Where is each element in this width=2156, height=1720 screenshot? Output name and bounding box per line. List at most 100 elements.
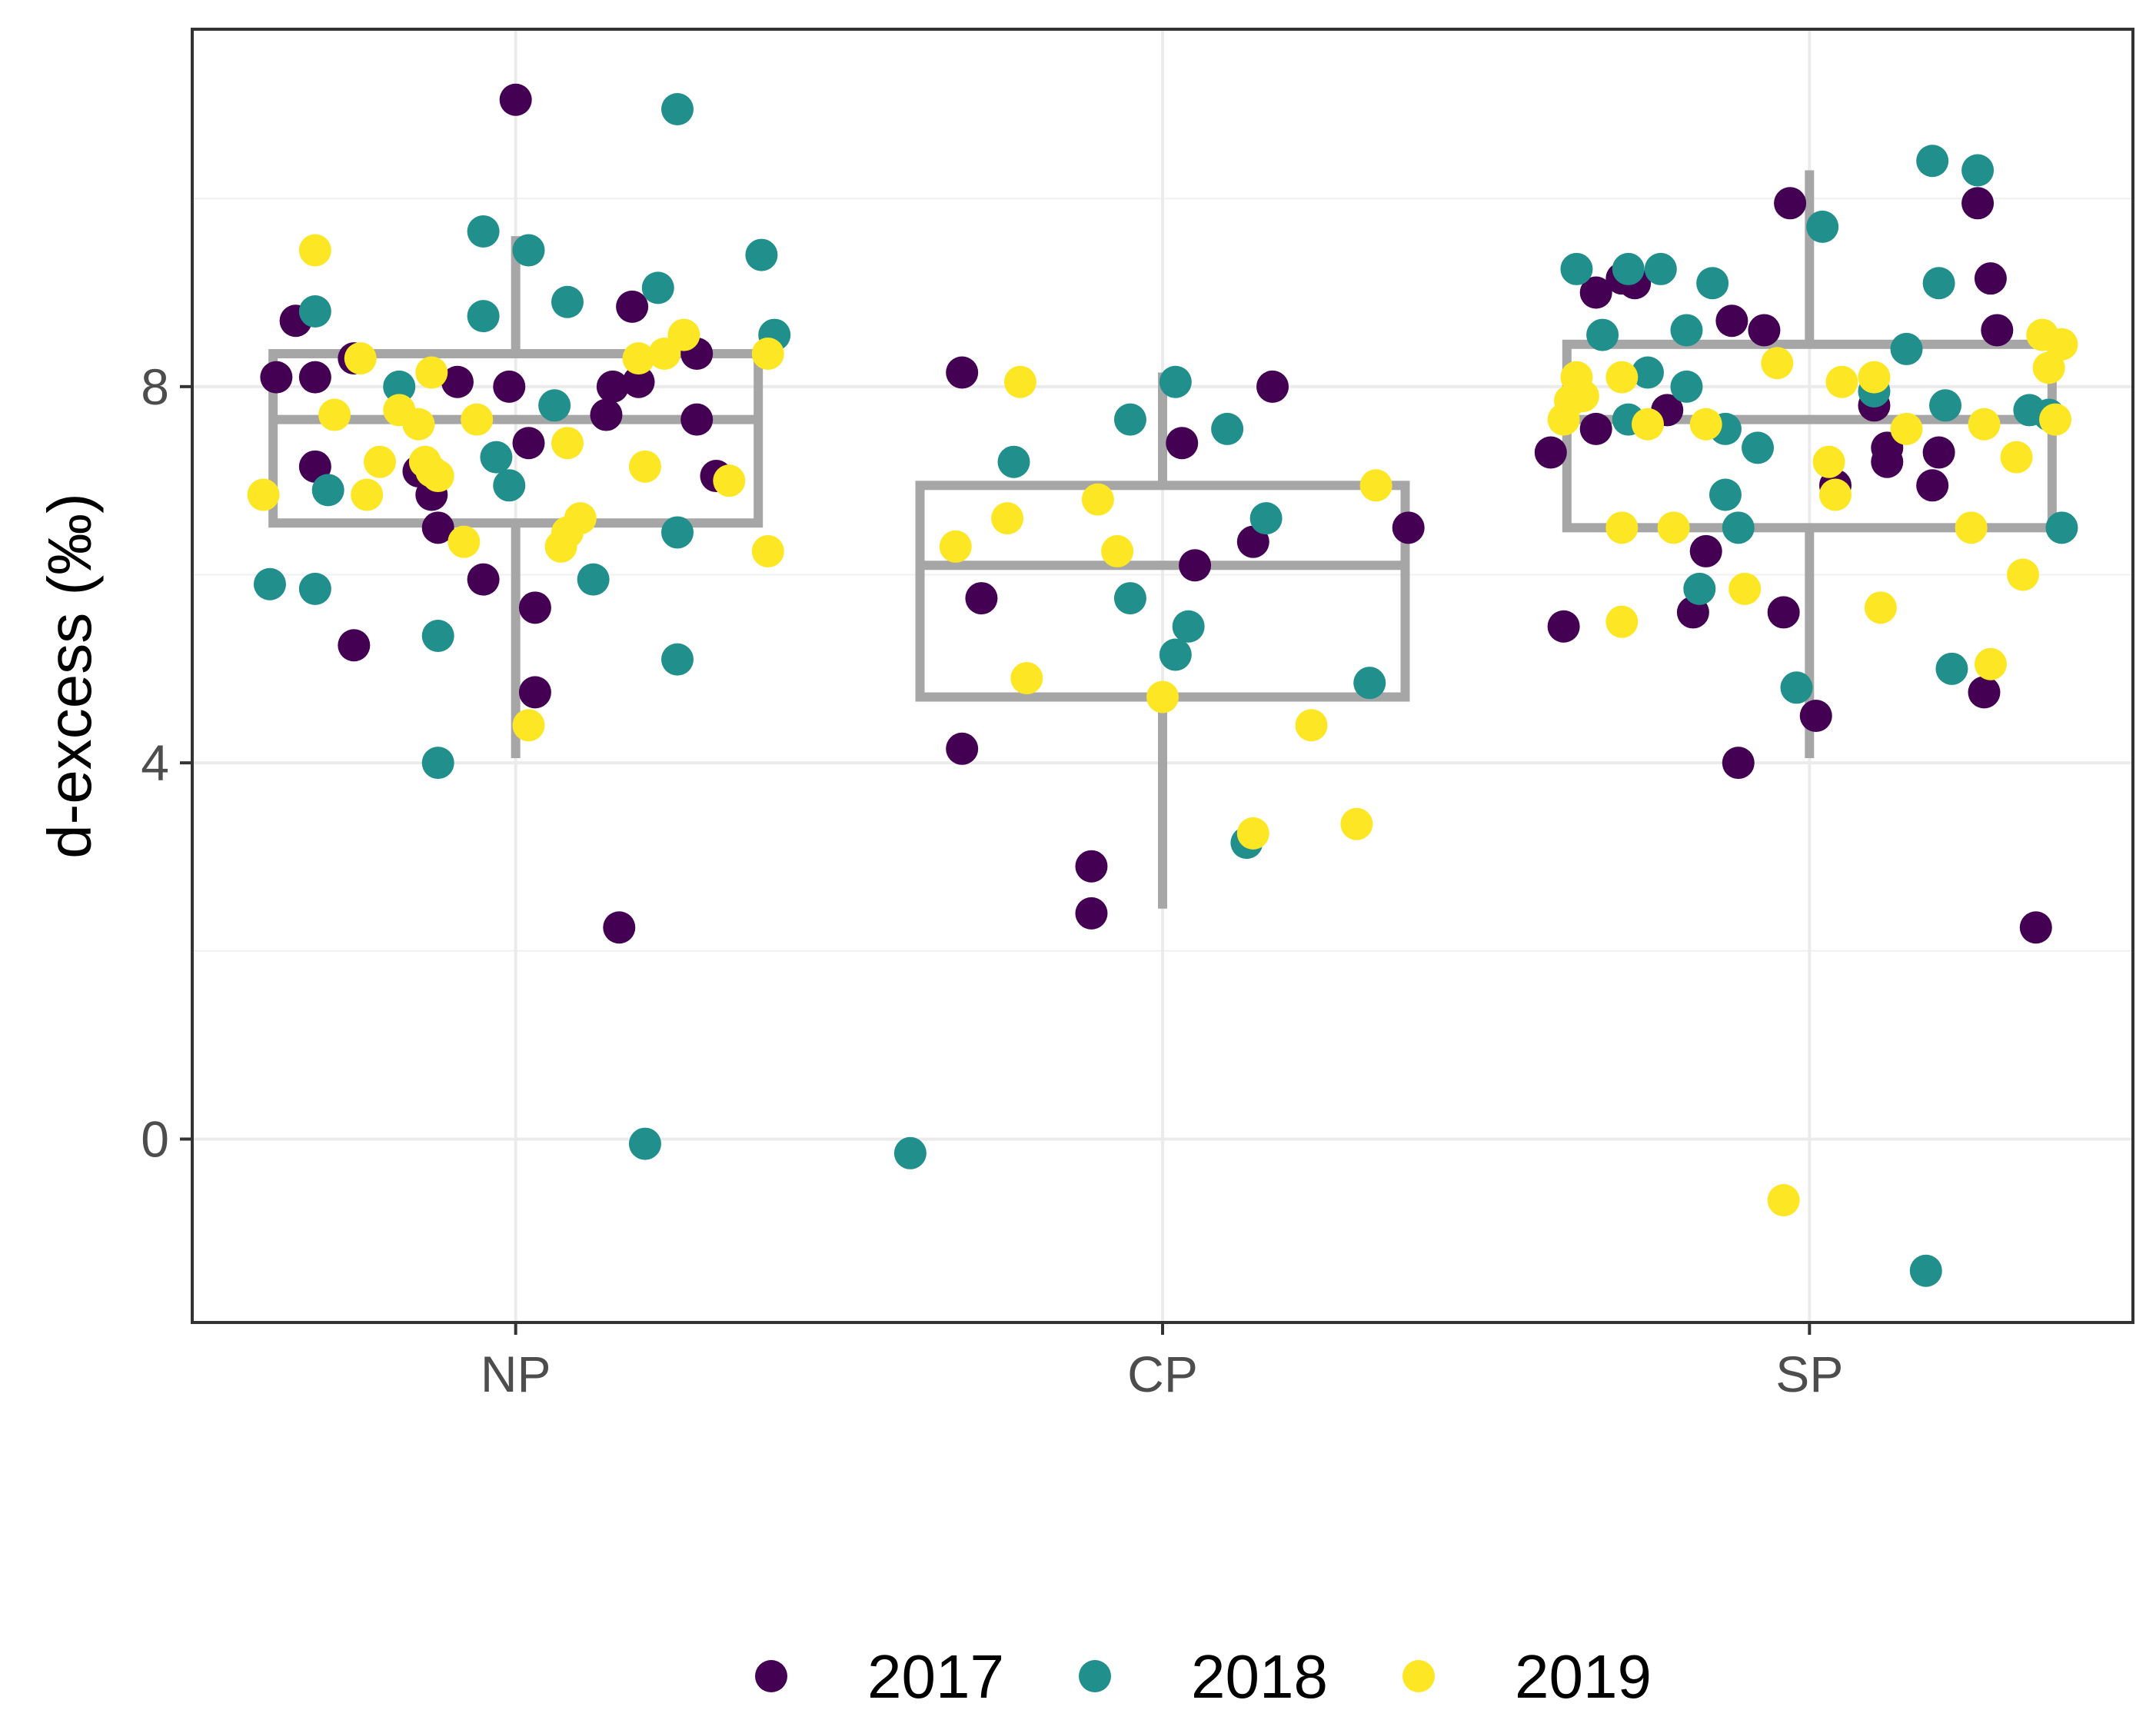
- data-point-2018: [253, 567, 286, 601]
- data-point-2019: [2006, 558, 2039, 591]
- data-point-2018: [1159, 638, 1192, 671]
- legend-key: [1079, 1660, 1111, 1692]
- data-point-2019: [1605, 361, 1639, 394]
- data-point-2019: [363, 445, 396, 478]
- data-point-2018: [577, 563, 610, 596]
- data-point-2018: [1722, 511, 1755, 544]
- data-point-2019: [751, 338, 784, 371]
- data-point-2017: [1256, 370, 1289, 403]
- data-point-2018: [1644, 252, 1677, 285]
- data-point-2019: [667, 318, 700, 351]
- x-tick-label: NP: [481, 1346, 551, 1402]
- legend: 2017 2018 2019: [755, 1642, 1652, 1711]
- data-point-2017: [441, 365, 474, 398]
- data-point-2017: [1579, 412, 1612, 445]
- data-point-2018: [1780, 671, 1813, 704]
- data-point-2017: [512, 427, 545, 460]
- data-point-2017: [1534, 436, 1567, 469]
- data-point-2019: [1295, 709, 1328, 742]
- data-point-2017: [1579, 276, 1612, 309]
- data-point-2018: [1806, 210, 1839, 243]
- data-point-2019: [1010, 662, 1043, 695]
- box-iqr: [1562, 339, 2057, 533]
- data-point-2019: [991, 502, 1024, 535]
- data-point-2017: [1236, 525, 1269, 558]
- x-tick-label: SP: [1775, 1346, 1843, 1402]
- data-point-2019: [1605, 605, 1639, 638]
- data-point-2019: [421, 460, 454, 493]
- data-points: [247, 83, 2078, 1287]
- data-point-2017: [1981, 314, 2014, 347]
- data-point-2019: [351, 478, 384, 511]
- data-point-2019: [622, 342, 655, 375]
- data-point-2019: [1003, 365, 1036, 398]
- data-point-2017: [260, 361, 293, 394]
- data-point-2017: [499, 83, 532, 116]
- data-point-2018: [480, 441, 513, 474]
- data-point-2019: [1812, 445, 1845, 478]
- data-point-2018: [467, 215, 500, 248]
- data-point-2019: [939, 530, 972, 563]
- data-point-2018: [1935, 652, 1968, 685]
- legend-label: 2017: [867, 1642, 1004, 1711]
- y-tick-label: 8: [141, 358, 169, 415]
- data-point-2019: [1359, 469, 1392, 502]
- data-point-2018: [1890, 332, 1923, 365]
- legend-label: 2018: [1191, 1642, 1328, 1711]
- data-point-2017: [965, 582, 998, 615]
- y-tick-label: 0: [141, 1110, 169, 1167]
- data-point-2018: [1249, 502, 1283, 535]
- data-point-2018: [1922, 267, 1955, 300]
- data-point-2018: [1909, 1254, 1942, 1287]
- data-point-2018: [421, 747, 454, 780]
- data-point-2018: [1632, 356, 1664, 389]
- data-point-2019: [1955, 511, 1988, 544]
- data-point-2017: [1922, 436, 1955, 469]
- data-point-2018: [893, 1136, 927, 1169]
- data-point-2019: [1566, 380, 1599, 413]
- data-point-2017: [590, 398, 623, 431]
- data-point-2018: [2045, 511, 2078, 544]
- data-point-2019: [713, 464, 746, 497]
- data-point-2018: [383, 370, 416, 403]
- data-point-2018: [1670, 314, 1703, 347]
- data-point-2018: [421, 620, 454, 653]
- data-point-2019: [1632, 408, 1664, 441]
- data-point-2018: [1670, 370, 1703, 403]
- data-point-2018: [1113, 403, 1146, 436]
- data-point-2019: [1818, 478, 1852, 511]
- data-point-2019: [461, 403, 494, 436]
- data-point-2019: [1761, 347, 1794, 380]
- legend-item-2018: 2018: [1079, 1642, 1328, 1711]
- data-point-2017: [298, 361, 331, 394]
- data-point-2017: [338, 629, 371, 662]
- data-point-2019: [751, 534, 784, 567]
- data-point-2017: [1799, 699, 1832, 732]
- data-point-2018: [628, 1127, 661, 1160]
- data-point-2019: [448, 525, 481, 558]
- y-axis-title: d-excess (‰): [35, 493, 104, 859]
- x-tick-label: CP: [1127, 1346, 1198, 1402]
- data-point-2017: [1774, 187, 1807, 220]
- data-point-2018: [1586, 318, 1619, 351]
- data-point-2017: [1179, 549, 1212, 582]
- data-point-2018: [745, 238, 778, 271]
- data-point-2018: [997, 445, 1030, 478]
- data-point-2019: [318, 398, 351, 431]
- data-point-2018: [538, 389, 571, 422]
- data-point-2017: [1961, 187, 1995, 220]
- data-point-2018: [661, 516, 694, 549]
- data-point-2019: [1728, 572, 1762, 605]
- data-point-2017: [616, 290, 649, 323]
- data-point-2017: [1547, 610, 1580, 643]
- data-point-2019: [1825, 365, 1858, 398]
- data-point-2017: [518, 676, 551, 709]
- data-point-2019: [628, 450, 661, 483]
- data-point-2019: [2045, 328, 2078, 361]
- data-point-2018: [641, 271, 674, 304]
- data-point-2018: [1172, 610, 1205, 643]
- data-point-2017: [1689, 534, 1722, 567]
- data-point-2019: [1101, 534, 1134, 567]
- data-point-2018: [467, 300, 500, 333]
